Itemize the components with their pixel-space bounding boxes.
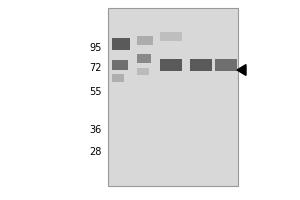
Text: 55: 55 <box>89 87 102 97</box>
Bar <box>112 74 124 82</box>
Text: 72: 72 <box>89 63 102 73</box>
Bar <box>108 8 238 186</box>
Bar <box>160 31 182 40</box>
Text: 28: 28 <box>90 147 102 157</box>
Text: 36: 36 <box>90 125 102 135</box>
Bar <box>160 59 182 71</box>
Bar <box>137 68 149 74</box>
Bar <box>137 53 151 62</box>
Bar <box>137 36 153 45</box>
Bar <box>112 60 128 70</box>
Bar <box>112 38 130 50</box>
Text: 95: 95 <box>90 43 102 53</box>
Bar <box>215 59 237 71</box>
Bar <box>190 59 212 71</box>
Polygon shape <box>237 65 246 75</box>
